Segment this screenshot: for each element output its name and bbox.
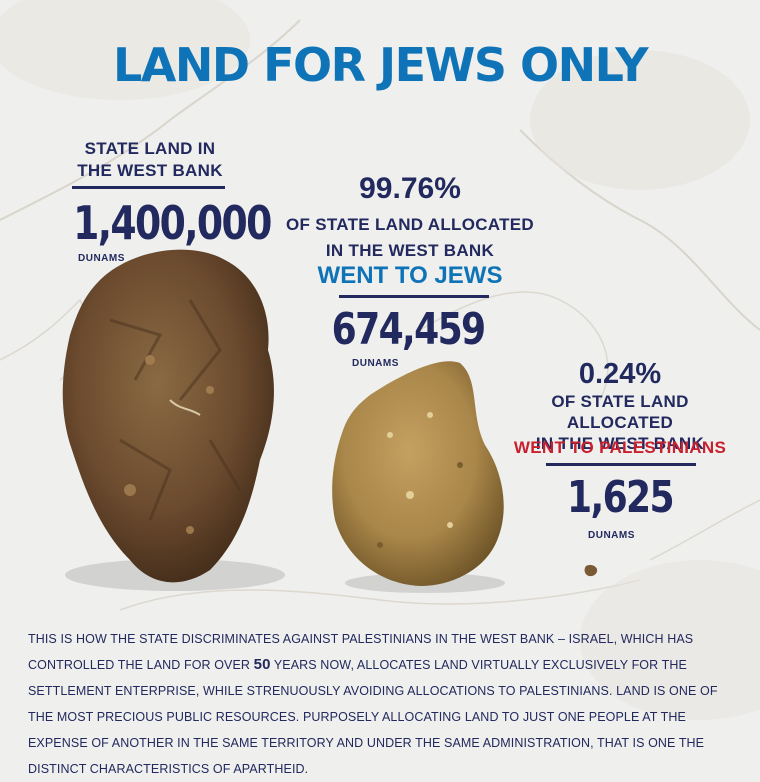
- jews-highlight: WENT TO JEWS: [317, 262, 503, 289]
- medium-soil-clump-icon: [332, 361, 505, 593]
- total-label-line1: STATE LAND IN: [84, 139, 216, 158]
- total-label: STATE LAND IN THE WEST BANK: [66, 138, 234, 182]
- page-title: LAND FOR JEWS ONLY: [112, 38, 649, 92]
- jews-value: 674,459: [331, 304, 486, 355]
- paragraph-part2: YEARS NOW, ALLOCATES LAND VIRTUALLY EXCL…: [28, 658, 718, 776]
- jews-label: OF STATE LAND ALLOCATED IN THE WEST BANK: [270, 214, 550, 262]
- tiny-soil-crumb-icon: [584, 565, 598, 577]
- palestinians-label: OF STATE LAND ALLOCATED IN THE WEST BANK: [500, 391, 740, 454]
- palestinians-divider: [546, 463, 696, 466]
- palestinians-value: 1,625: [567, 472, 675, 523]
- jews-label-line2: IN THE WEST BANK: [325, 241, 495, 260]
- palestinians-unit: DUNAMS: [588, 530, 635, 541]
- total-divider: [72, 186, 225, 189]
- jews-unit: DUNAMS: [352, 358, 399, 369]
- paragraph-part1: THIS IS HOW THE STATE DISCRIMINATES AGAI…: [28, 632, 694, 672]
- jews-divider: [339, 295, 489, 298]
- palestinians-label-line2: IN THE WEST BANK: [535, 434, 705, 453]
- palestinians-highlight: WENT TO PALESTINIANS: [513, 438, 727, 457]
- palestinians-label-line1: OF STATE LAND ALLOCATED: [551, 392, 689, 432]
- total-unit: DUNAMS: [78, 253, 125, 264]
- palestinians-percent: 0.24%: [578, 358, 662, 390]
- description-paragraph: THIS IS HOW THE STATE DISCRIMINATES AGAI…: [28, 626, 743, 782]
- background-map: [0, 19, 760, 611]
- total-label-line2: THE WEST BANK: [77, 161, 223, 180]
- large-soil-clump-icon: [62, 249, 285, 591]
- jews-percent: 99.76%: [359, 172, 461, 205]
- paragraph-years: 50: [253, 656, 271, 673]
- jews-label-line1: OF STATE LAND ALLOCATED: [285, 215, 535, 234]
